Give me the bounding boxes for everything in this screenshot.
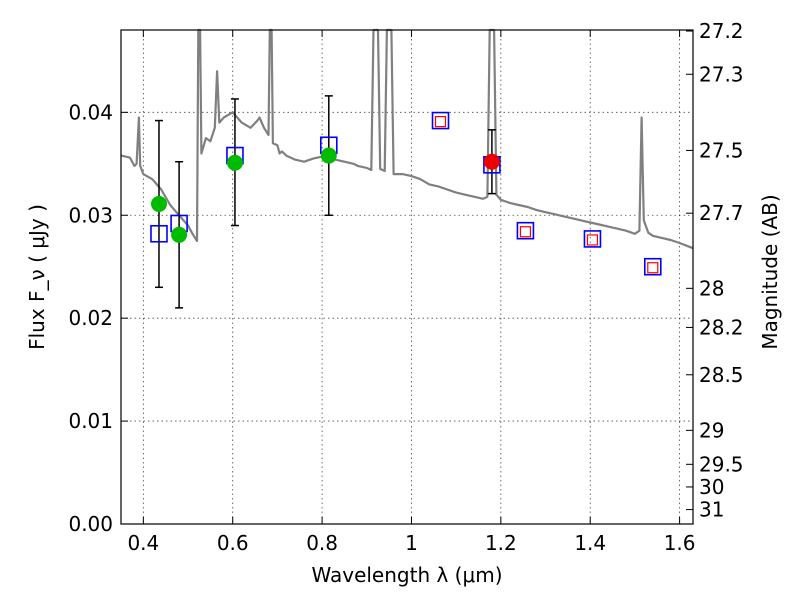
model-photometry-marker bbox=[431, 111, 450, 130]
y-tick-label: 0.01 bbox=[68, 409, 113, 433]
x-tick-label: 0.4 bbox=[127, 531, 159, 555]
y-tick-label: 0.00 bbox=[68, 512, 113, 536]
y2-axis-label: Magnitude (AB) bbox=[758, 194, 782, 349]
y-tick-label: 0.03 bbox=[68, 203, 113, 227]
y-axis-label: Flux F_ν ( μJy ) bbox=[25, 204, 49, 350]
y2-tick-label: 27.5 bbox=[699, 138, 744, 162]
upper-limit-marker bbox=[586, 234, 599, 246]
x-tick-label: 1 bbox=[405, 531, 418, 555]
marker-layer bbox=[150, 111, 662, 276]
spectrum-line bbox=[120, 28, 694, 250]
y2-tick-label: 27.7 bbox=[699, 201, 744, 225]
y2-tick-label: 31 bbox=[699, 498, 724, 522]
x-tick-label: 0.6 bbox=[217, 531, 249, 555]
x-tick-label: 0.8 bbox=[306, 531, 338, 555]
y2-tick-label: 27.3 bbox=[699, 62, 744, 86]
upper-limit-marker bbox=[647, 262, 659, 274]
y-tick-label: 0.02 bbox=[68, 306, 113, 330]
observed-flux-marker bbox=[483, 153, 500, 170]
x-tick-label: 1.4 bbox=[574, 531, 606, 555]
x-axis-label: Wavelength λ (μm) bbox=[311, 563, 502, 587]
observed-flux-marker bbox=[226, 154, 243, 171]
y-tick-label: 0.04 bbox=[68, 100, 113, 124]
y2-tick-label: 30 bbox=[699, 475, 724, 499]
model-photometry-marker bbox=[150, 224, 168, 243]
model-photometry-marker bbox=[643, 257, 662, 276]
y2-tick-label: 29 bbox=[699, 418, 724, 442]
tick-layer: 0.4 0.6 0.8 1 1.2 1.4 1.6 0.00 0.01 0.02 0.03 0.04 2… bbox=[68, 19, 743, 555]
y2-tick-label: 28.2 bbox=[699, 315, 744, 339]
grid-layer bbox=[121, 30, 693, 525]
plot-frame bbox=[120, 29, 694, 525]
y2-tick-label: 27.2 bbox=[699, 19, 744, 43]
observed-flux-marker bbox=[320, 147, 337, 164]
upper-limit-marker bbox=[434, 115, 447, 128]
observed-flux-marker bbox=[171, 226, 188, 243]
x-tick-label: 1.6 bbox=[664, 531, 696, 555]
y2-tick-label: 29.5 bbox=[699, 452, 744, 476]
errorbar-layer bbox=[154, 95, 496, 309]
y2-tick-label: 28 bbox=[699, 276, 724, 300]
observed-flux-marker bbox=[150, 195, 167, 212]
model-photometry-marker bbox=[583, 230, 602, 248]
upper-limit-marker bbox=[519, 226, 532, 238]
model-photometry-marker bbox=[516, 221, 535, 240]
spectrum-layer bbox=[120, 28, 694, 250]
y2-tick-label: 28.5 bbox=[699, 363, 744, 387]
x-tick-label: 1.2 bbox=[485, 531, 517, 555]
